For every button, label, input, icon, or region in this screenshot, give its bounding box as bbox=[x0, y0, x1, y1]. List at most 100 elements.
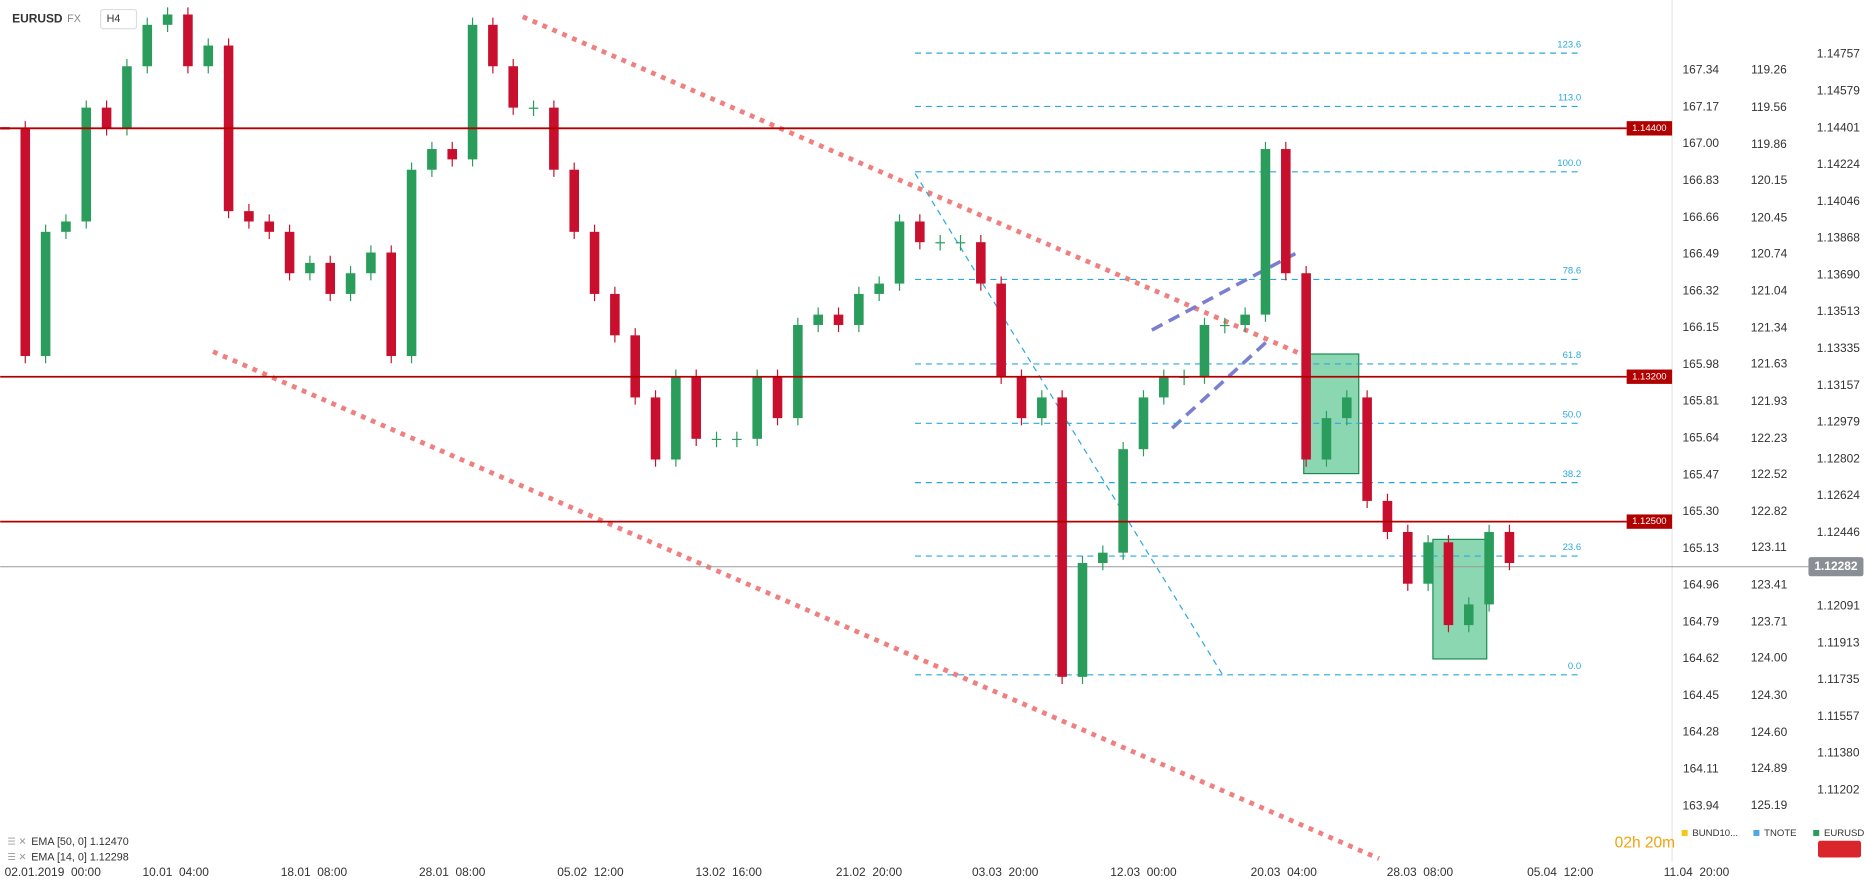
y-tick-label: 122.52 bbox=[1751, 467, 1788, 481]
fib-label: 78.6 bbox=[1563, 266, 1582, 277]
y-tick-label: 121.34 bbox=[1751, 321, 1788, 335]
y-tick-label: 165.64 bbox=[1683, 430, 1720, 444]
fib-label: 0.0 bbox=[1568, 661, 1581, 672]
candle bbox=[1260, 149, 1271, 315]
level-box bbox=[1626, 369, 1673, 384]
candle bbox=[549, 107, 559, 170]
level-label: 1.13200 bbox=[1632, 371, 1667, 382]
y-tick-label: 1.14757 bbox=[1817, 47, 1861, 61]
y-tick-label: 121.93 bbox=[1751, 394, 1788, 408]
candle bbox=[1362, 397, 1372, 501]
x-tick-label: 11.04 20:00 bbox=[1664, 865, 1730, 879]
candle bbox=[1504, 531, 1515, 564]
indicator-icon: ☰ ✕ bbox=[7, 836, 26, 847]
y-tick-label: 1.11380 bbox=[1817, 746, 1860, 760]
candle bbox=[406, 169, 417, 357]
candle bbox=[81, 107, 92, 222]
y-tick-label: 1.11557 bbox=[1817, 709, 1860, 723]
candle bbox=[1118, 449, 1128, 553]
y-tick-label: 164.79 bbox=[1683, 614, 1720, 628]
y-tick-label: 124.89 bbox=[1751, 761, 1788, 775]
candle bbox=[915, 221, 925, 243]
candle bbox=[772, 376, 783, 419]
candle bbox=[1484, 531, 1494, 605]
y-tick-label: 166.83 bbox=[1683, 173, 1720, 187]
candle bbox=[1037, 397, 1047, 419]
candle bbox=[976, 242, 986, 284]
indicator[interactable]: EMA [50, 0] 1.12470 bbox=[31, 836, 128, 848]
y-tick-label: 125.19 bbox=[1751, 798, 1788, 812]
legend-entry[interactable]: BUND10... bbox=[1692, 828, 1738, 839]
indicator[interactable]: EMA [14, 0] 1.12298 bbox=[31, 851, 128, 863]
legend-swatch bbox=[1681, 829, 1688, 836]
candle bbox=[935, 242, 945, 244]
candle bbox=[1463, 604, 1474, 626]
y-tick-label: 165.98 bbox=[1683, 357, 1720, 371]
y-tick-label: 120.15 bbox=[1751, 173, 1788, 187]
y-tick-label: 1.11735 bbox=[1817, 672, 1860, 686]
x-tick-label: 12.03 00:00 bbox=[1110, 865, 1177, 879]
y-tick-label: 164.28 bbox=[1683, 725, 1720, 739]
candle bbox=[1301, 273, 1311, 460]
y-tick-label: 166.66 bbox=[1683, 210, 1720, 224]
y-tick-label: 166.49 bbox=[1683, 247, 1720, 261]
y-tick-label: 1.11913 bbox=[1817, 635, 1860, 649]
x-tick-label: 10.01 04:00 bbox=[143, 865, 210, 879]
y-tick-label: 1.14401 bbox=[1817, 120, 1861, 134]
x-tick-label: 03.03 20:00 bbox=[972, 865, 1039, 879]
candle bbox=[183, 14, 193, 67]
y-tick-label: 1.12979 bbox=[1817, 415, 1861, 429]
candle bbox=[1220, 324, 1230, 327]
candle bbox=[650, 397, 661, 460]
candle bbox=[162, 14, 173, 25]
x-tick-label: 05.02 12:00 bbox=[557, 865, 624, 879]
y-tick-label: 165.13 bbox=[1683, 541, 1720, 555]
candle bbox=[1159, 376, 1169, 398]
y-tick-label: 166.15 bbox=[1683, 320, 1720, 334]
candle bbox=[467, 24, 478, 160]
interval-box[interactable] bbox=[100, 8, 138, 30]
candle bbox=[569, 169, 579, 232]
y-tick-label: 119.26 bbox=[1751, 63, 1787, 77]
y-tick-label: 165.47 bbox=[1683, 467, 1720, 481]
candle bbox=[793, 324, 803, 419]
legend-entry[interactable]: EURUSD bbox=[1824, 828, 1864, 839]
channel-line bbox=[1151, 251, 1297, 332]
symbol[interactable]: EURUSD bbox=[12, 11, 63, 25]
channel-line bbox=[1170, 337, 1272, 430]
candle bbox=[610, 293, 620, 336]
remove-button bbox=[1818, 840, 1862, 858]
candle bbox=[833, 314, 844, 325]
x-tick-label: 21.02 20:00 bbox=[836, 865, 903, 879]
y-tick-label: 164.96 bbox=[1683, 578, 1720, 592]
indicator-icon: ☰ ✕ bbox=[7, 852, 26, 863]
y-tick-label: 1.14579 bbox=[1817, 83, 1861, 97]
candle bbox=[1138, 397, 1149, 450]
countdown: 02h 20m bbox=[1615, 834, 1675, 851]
y-tick-label: 120.74 bbox=[1751, 246, 1788, 260]
y-tick-label: 121.63 bbox=[1751, 357, 1788, 371]
y-tick-label: 124.60 bbox=[1751, 725, 1788, 739]
y-tick-label: 1.12446 bbox=[1817, 525, 1861, 539]
y-tick-label: 122.23 bbox=[1751, 431, 1788, 445]
legend-entry[interactable]: TNOTE bbox=[1764, 828, 1796, 839]
candle bbox=[305, 262, 315, 274]
level-label: 1.12500 bbox=[1632, 516, 1667, 527]
candle bbox=[752, 376, 762, 439]
candle bbox=[1240, 314, 1250, 325]
candle bbox=[854, 293, 864, 325]
candle bbox=[1321, 418, 1332, 460]
y-tick-label: 1.11202 bbox=[1817, 782, 1860, 796]
interval[interactable]: H4 bbox=[107, 13, 121, 25]
fib-label: 38.2 bbox=[1563, 469, 1582, 480]
candle bbox=[142, 24, 153, 67]
y-tick-label: 164.62 bbox=[1683, 651, 1720, 665]
candle bbox=[691, 376, 701, 439]
candle bbox=[1199, 324, 1210, 377]
y-tick-label: 1.14046 bbox=[1817, 194, 1861, 208]
candle bbox=[1057, 397, 1067, 677]
y-tick-label: 121.04 bbox=[1751, 283, 1788, 297]
y-tick-label: 165.30 bbox=[1683, 504, 1720, 518]
